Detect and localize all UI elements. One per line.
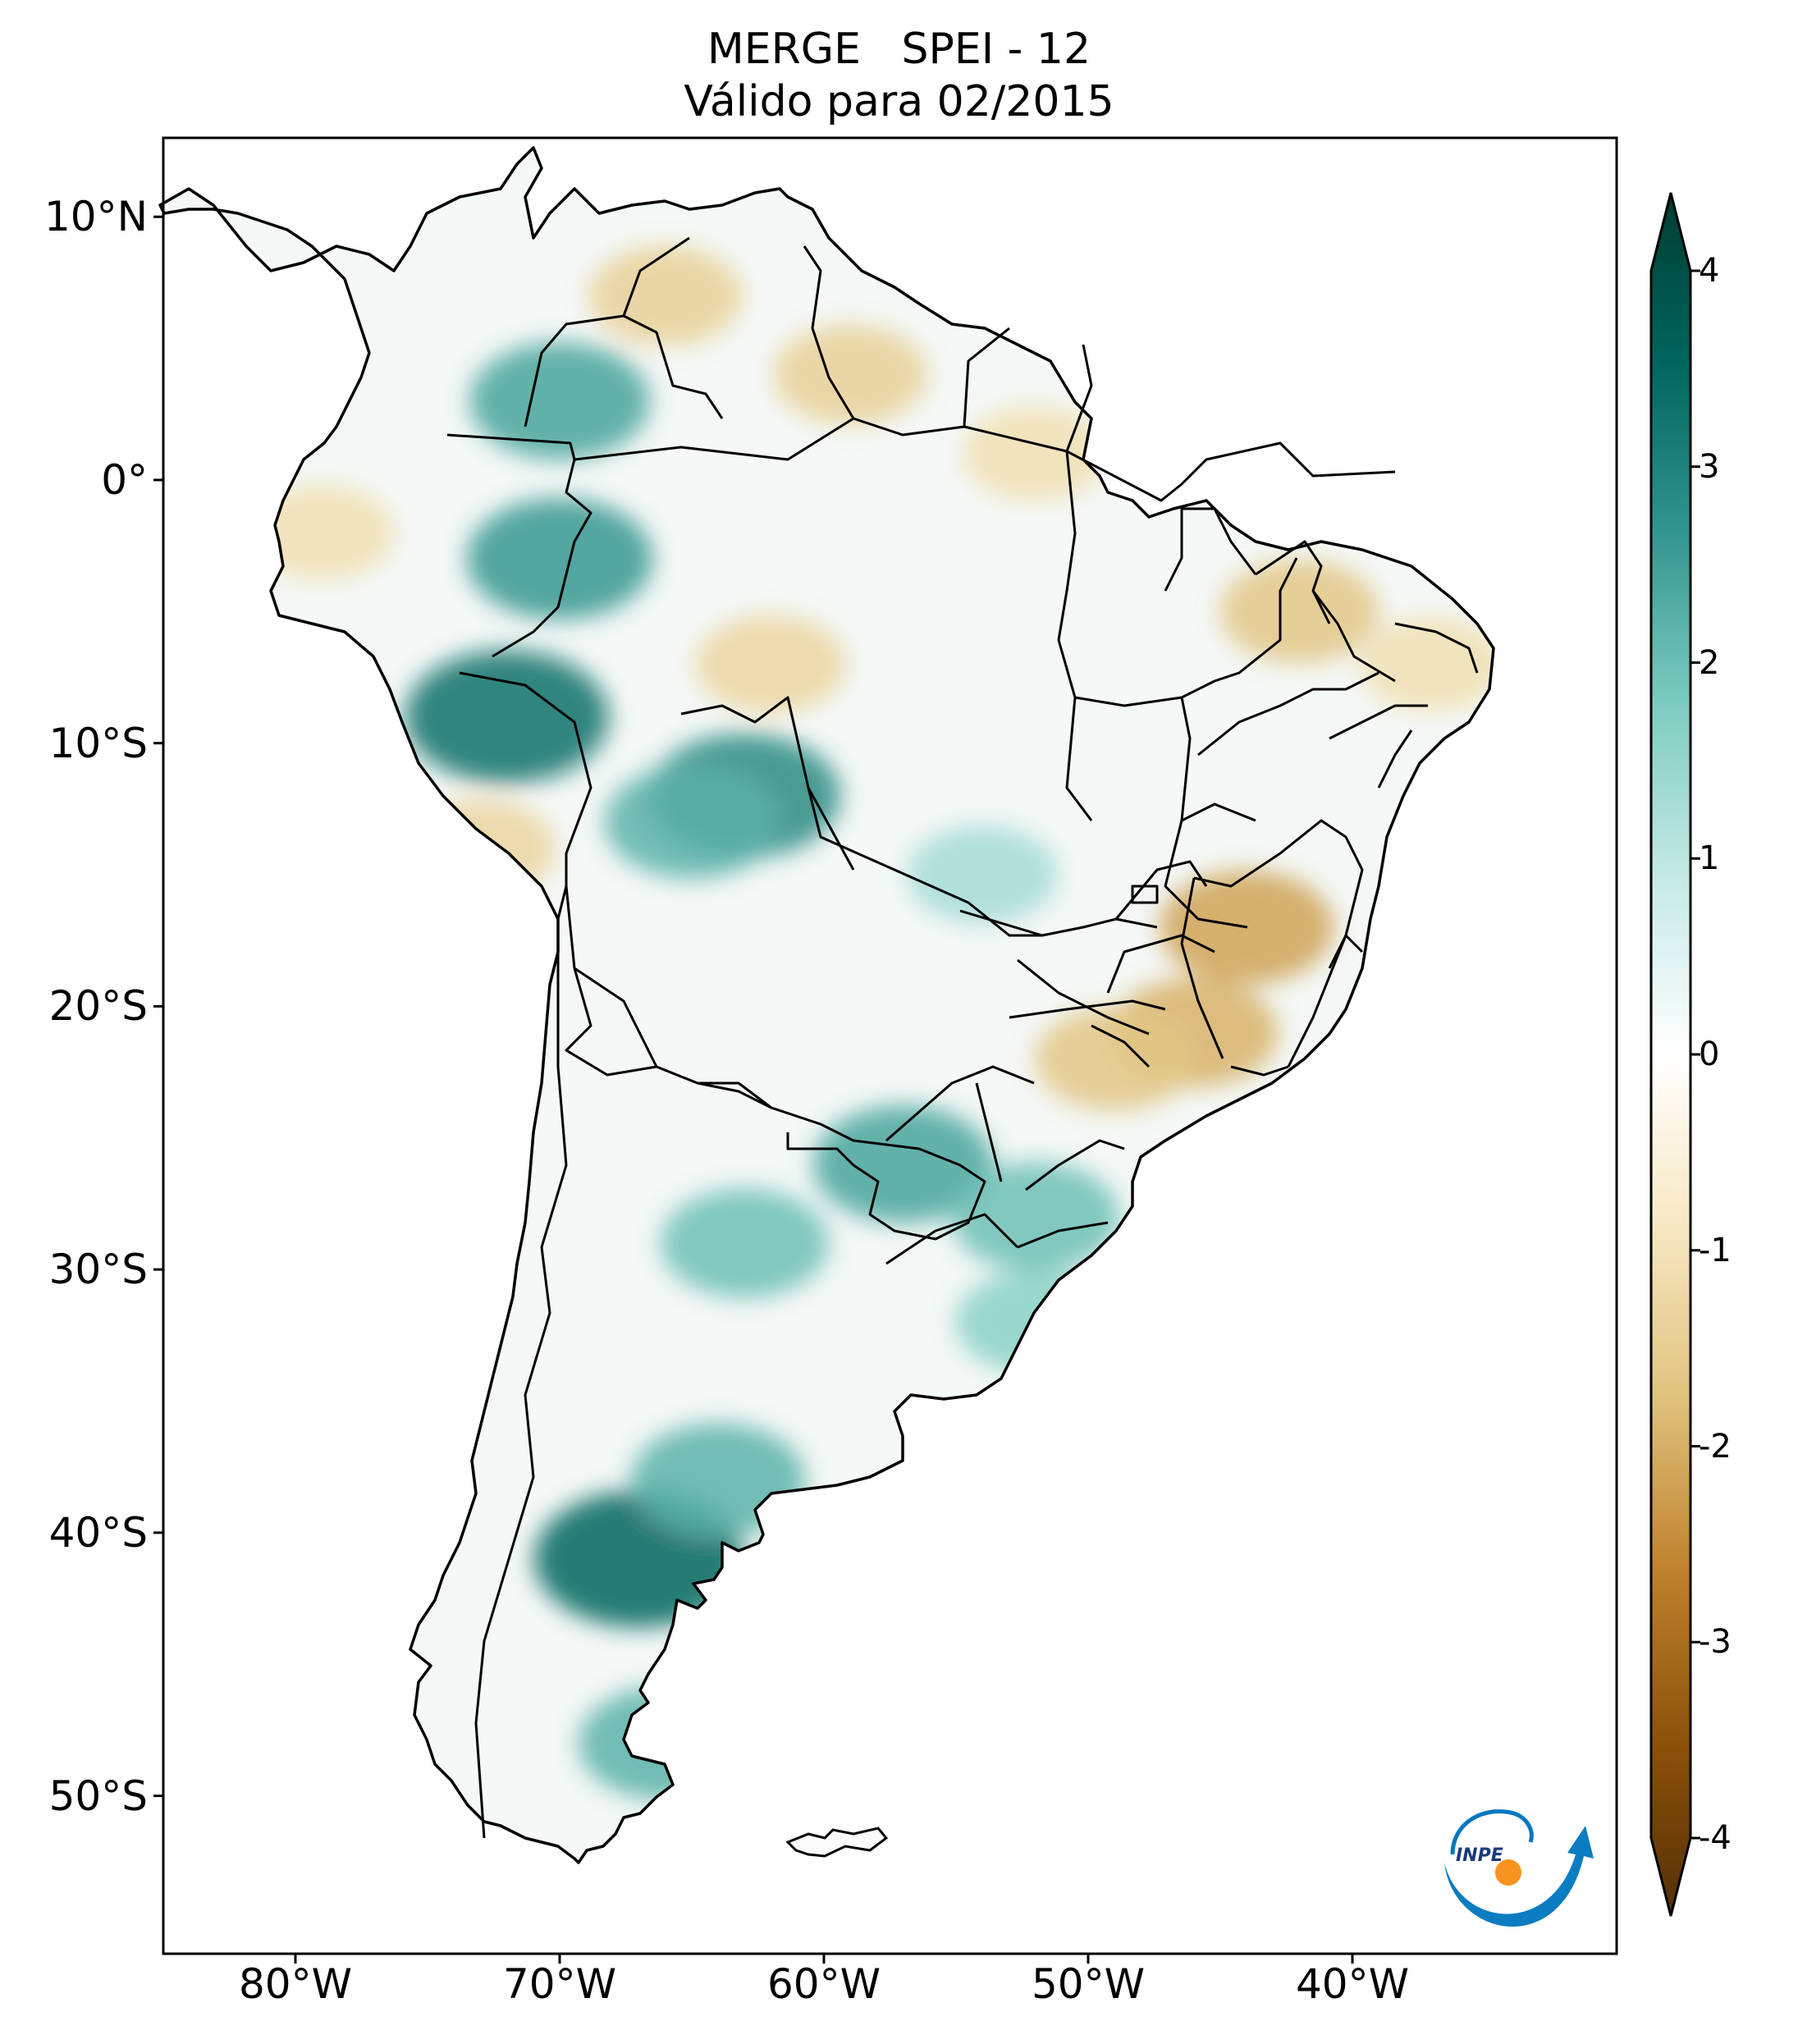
border-line [446, 433, 576, 460]
spei-anomaly-1 [405, 650, 609, 784]
colorbar-tick-label: 4 [1699, 252, 1720, 290]
lon-tick-label: 50°W [1031, 1960, 1146, 2008]
spei-anomaly-20 [773, 325, 927, 425]
lat-tick-label: 10°S [48, 719, 148, 767]
spei-anomaly-7 [661, 1188, 829, 1298]
spei-anomaly-9 [631, 1423, 806, 1537]
border-line [565, 885, 986, 1241]
border-line [1009, 999, 1166, 1019]
colorbar [1649, 192, 1692, 1917]
lon-tick-label: 70°W [502, 1960, 617, 2008]
spei-anomaly-23 [696, 615, 847, 713]
border-line [1329, 704, 1428, 740]
border-line [1057, 450, 1093, 821]
logo-swoosh [1444, 1826, 1594, 1927]
colorbar-ticks [1690, 269, 1700, 1840]
spei-anomaly-11 [955, 1270, 1115, 1374]
lon-tick-label: 40°W [1295, 1960, 1410, 2008]
lat-tick-label: 20°S [48, 982, 148, 1031]
border-line [1180, 441, 1396, 486]
border-line [1230, 1065, 1289, 1077]
inpe-logo: INPE [1444, 1809, 1594, 1927]
spei-anomaly-8 [951, 1162, 1119, 1272]
border-line [1025, 1139, 1125, 1191]
border-line [975, 1082, 1003, 1182]
spei-anomaly-24 [249, 486, 395, 580]
border-line [1074, 679, 1215, 707]
border-line [1091, 1024, 1151, 1068]
chart-title: MERGE SPEI - 12 [707, 25, 1091, 74]
spei-anomaly-3 [466, 498, 653, 620]
colorbar-tick-label: 3 [1699, 447, 1720, 486]
border-line [885, 1065, 1035, 1142]
border-line [574, 417, 1183, 502]
border-line [1065, 344, 1093, 452]
falkland-islands [785, 1827, 889, 1858]
border-line [574, 967, 658, 1068]
lon-tick-label: 60°W [766, 1960, 881, 2008]
lat-tick-label: 0° [101, 455, 148, 504]
border-line [1017, 1221, 1109, 1249]
border-line [622, 236, 690, 317]
border-line [1311, 590, 1396, 683]
spei-anomaly-22 [405, 799, 556, 898]
logo-orbit-blue [1450, 1809, 1534, 1855]
logo-sun [1495, 1859, 1521, 1886]
colorbar-tick-label: -4 [1699, 1819, 1732, 1857]
colorbar-tick-label: 1 [1699, 839, 1720, 878]
spei-anomaly-5 [605, 765, 779, 879]
border-line [1131, 885, 1159, 904]
spei-anomaly-6 [813, 1105, 994, 1223]
border-line [697, 1081, 772, 1109]
border-line [1193, 819, 1364, 1068]
lat-tick-label: 40°S [48, 1508, 148, 1557]
border-line [1181, 803, 1256, 822]
spei-anomaly-13 [1242, 1601, 1357, 1676]
colorbar-tick-label: 0 [1699, 1036, 1720, 1073]
colorbar-tick-label: -3 [1699, 1623, 1732, 1662]
spei-anomaly-16 [1035, 1007, 1195, 1111]
border-line [1114, 860, 1208, 920]
colorbar-tick-label: 2 [1699, 643, 1720, 682]
border-line [1180, 877, 1224, 1059]
border-line [1197, 671, 1379, 757]
axis-ticks [153, 215, 1354, 1964]
lat-tick-label: 10°N [43, 193, 148, 241]
border-line [807, 787, 855, 871]
spei-anomaly-12 [907, 825, 1058, 924]
chart-subtitle: Válido para 02/2015 [684, 77, 1114, 126]
border-line [885, 1213, 1019, 1265]
border-line [492, 459, 592, 658]
border-line [1164, 697, 1248, 929]
spei-anomaly-4 [469, 342, 650, 460]
lat-tick-label: 50°S [48, 1772, 148, 1820]
spei-anomaly-18 [1359, 617, 1494, 711]
border-line [803, 245, 855, 419]
spei-anomaly-21 [963, 406, 1108, 501]
border-line [1017, 958, 1150, 1036]
lat-tick-label: 30°S [48, 1246, 148, 1294]
lon-tick-label: 80°W [238, 1960, 353, 2008]
spei-anomaly-10 [578, 1686, 753, 1800]
country-borders [446, 236, 1479, 1839]
border-line [1214, 557, 1298, 683]
border-line [963, 327, 1010, 428]
spei-anomaly-17 [1219, 560, 1379, 664]
border-line [959, 909, 1158, 937]
border-line [1394, 622, 1479, 674]
border-line [524, 314, 724, 428]
border-line [474, 919, 568, 1839]
logo-text: INPE [1456, 1845, 1503, 1866]
colorbar-tick-label: -2 [1699, 1427, 1732, 1466]
border-line [1164, 507, 1257, 592]
spei-anomaly-19 [588, 245, 743, 346]
border-line [1106, 934, 1215, 994]
border-line [1377, 729, 1413, 789]
coastline [158, 146, 1495, 1864]
colorbar-tick-label: -1 [1699, 1231, 1732, 1269]
plot-frame [162, 136, 1618, 1955]
border-line [1328, 934, 1364, 969]
